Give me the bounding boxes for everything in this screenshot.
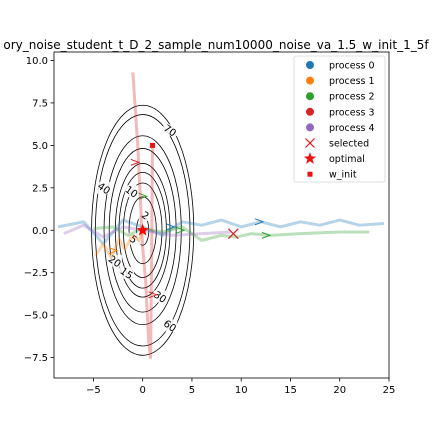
chart-title: ory_noise_student_t_D_2_sample_num10000_… [3, 38, 429, 52]
series-arrow-marker [130, 158, 141, 166]
contour-line [114, 163, 171, 298]
series-arrow-marker [254, 218, 265, 226]
y-tick-label: 7.5 [32, 98, 48, 109]
contour-label-bg [163, 319, 178, 332]
selected-marker [227, 228, 239, 240]
y-tick-label: 5.0 [32, 141, 48, 152]
x-tick-label: 20 [333, 385, 346, 396]
legend-label: w_init [329, 170, 357, 181]
x-tick-label: 15 [284, 385, 297, 396]
legend-marker [306, 76, 314, 85]
axes-frame [53, 51, 390, 379]
legend-marker [303, 152, 317, 164]
x-tick-label: 0 [139, 385, 145, 396]
y-tick-label: −7.5 [24, 353, 48, 364]
x-tick-label: 10 [235, 385, 248, 396]
optimal-marker [136, 223, 149, 236]
contour-line [94, 114, 191, 347]
legend-label: selected [329, 139, 369, 150]
contour-label-bg [126, 232, 141, 245]
legend-label: process 2 [329, 92, 375, 103]
series-arrow-marker [261, 231, 272, 239]
contour-label: 2 [139, 210, 151, 223]
y-tick-label: 10.0 [26, 56, 48, 67]
contour-label: 5 [127, 234, 139, 247]
series-arrow-marker [148, 291, 158, 299]
y-tick-label: 0.0 [32, 226, 48, 237]
legend-marker [306, 92, 314, 101]
legend-label: optimal [329, 154, 365, 165]
series-arrow-marker [166, 223, 176, 231]
legend-box [293, 55, 386, 183]
series-line [94, 231, 145, 259]
legend-marker [306, 107, 314, 116]
series-arrow-marker [175, 226, 186, 234]
series-arrow-marker [138, 192, 149, 200]
contour-label-bg [138, 209, 153, 221]
contour-label-bg [163, 124, 178, 137]
x-tick-label: −5 [86, 385, 101, 396]
x-tick-label: 25 [383, 385, 396, 396]
series-line [63, 223, 232, 239]
contour-label-bg [108, 254, 123, 267]
legend-marker [306, 61, 314, 69]
contour-line [122, 182, 163, 278]
contour-label-bg [119, 266, 134, 279]
legend-label: process 0 [329, 61, 375, 72]
contour-label-bg [153, 290, 168, 303]
axis-ticks: −5 0 5 10 15 20 25−7.5−5.0−2.50.02.55.07.510.0 [24, 56, 396, 396]
series-arrow-marker [108, 247, 119, 255]
y-tick-label: −5.0 [24, 311, 48, 322]
contour-label-bg [124, 185, 139, 198]
contour-line [108, 148, 177, 313]
legend-label: process 1 [329, 76, 375, 87]
legend-label: process 4 [329, 123, 375, 134]
x-tick-label: 5 [189, 385, 195, 396]
contour-line [91, 104, 195, 356]
legend-label: process 3 [329, 107, 375, 118]
contour-line [103, 135, 182, 326]
y-tick-label: 2.5 [32, 183, 48, 194]
series-line [57, 218, 385, 246]
contour-line [118, 172, 167, 289]
y-tick-label: −2.5 [24, 268, 48, 279]
contour-line [128, 196, 157, 265]
w-init-marker [150, 142, 156, 148]
legend-marker [305, 138, 315, 148]
legend-marker [307, 171, 313, 177]
contour-label-bg [97, 181, 112, 194]
series-line [93, 225, 370, 242]
legend-marker [306, 123, 314, 132]
legend: process 0 process 1 process 2 process 3 proc… [293, 55, 386, 183]
